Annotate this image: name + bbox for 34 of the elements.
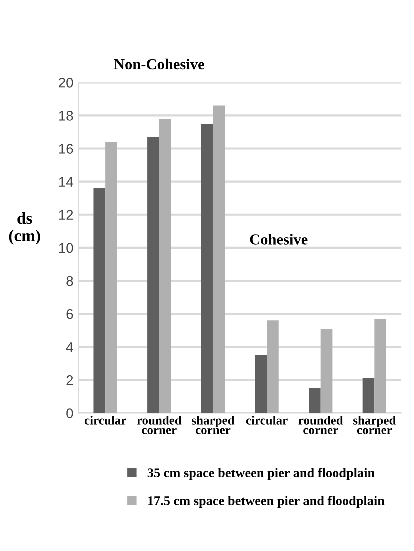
bar — [159, 119, 172, 414]
x-tick-label: rounded corner — [137, 416, 182, 434]
legend-label: 17.5 cm space between pier and floodplain — [148, 496, 385, 508]
bar — [106, 142, 118, 414]
y-tick-label: 10 — [59, 243, 74, 254]
y-axis-title: ds (cm) — [9, 212, 40, 245]
bar — [374, 319, 387, 414]
bar — [362, 378, 375, 414]
y-tick-label: 2 — [66, 376, 74, 386]
y-tick-label: 0 — [66, 408, 74, 418]
text: Non-Cohesive — [114, 58, 204, 70]
y-tick-label: 12 — [59, 210, 74, 220]
y-tick-label: 16 — [59, 144, 74, 154]
x-tick-label: circular — [84, 416, 126, 425]
x-tick-label: circular — [246, 416, 288, 425]
y-tick-label: 6 — [66, 309, 74, 320]
bar — [267, 320, 279, 414]
x-tick-label: sharped corner — [192, 416, 235, 434]
x-tick-label: sharped corner — [354, 416, 396, 434]
x-tick-label: rounded corner — [298, 416, 344, 434]
y-tick-label: 18 — [59, 111, 74, 121]
y-tick-label: 8 — [66, 276, 74, 286]
bar — [94, 188, 106, 414]
bar — [148, 137, 160, 414]
bar — [255, 355, 268, 414]
legend-label: 35 cm space between pier and floodplain — [148, 468, 375, 480]
bar — [320, 328, 333, 414]
bar — [213, 106, 226, 414]
annotation: Cohesive — [250, 234, 308, 245]
y-tick-label: 20 — [59, 78, 74, 88]
y-tick-label: 14 — [59, 177, 74, 187]
y-tick-label: 4 — [66, 342, 74, 352]
bar — [201, 124, 214, 414]
bar — [309, 388, 321, 414]
